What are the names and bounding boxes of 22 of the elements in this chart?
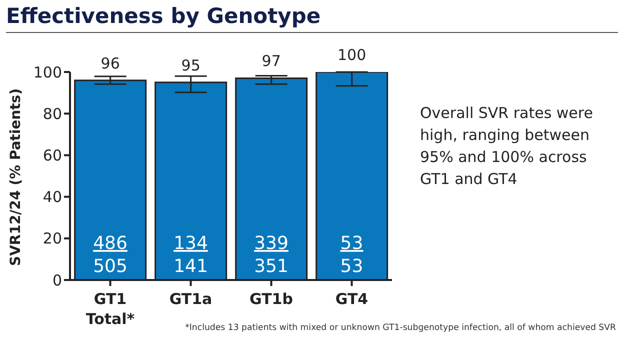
annotation: 339 351	[254, 233, 288, 277]
data-label: 96	[100, 54, 120, 72]
annotation: 134 141	[174, 233, 208, 277]
y-tick-label: 60	[42, 146, 62, 165]
y-tick-label: 40	[42, 188, 62, 206]
annotation: 53 53	[340, 233, 364, 277]
y-tick-label: 80	[42, 104, 62, 123]
x-tick-label: GT1b	[250, 290, 294, 308]
data-label: 100	[338, 46, 366, 64]
y-tick-label: 100	[33, 63, 62, 82]
chart-title: Effectiveness by Genotype	[6, 4, 618, 33]
data-label: 97	[262, 52, 281, 70]
annotation: 486 505	[93, 233, 128, 277]
x-tick-label: GT4	[335, 290, 368, 308]
text: Overall SVR rates were high, ranging between 95% and 100% across GT1 and GT4	[420, 103, 594, 190]
x-tick-label: GT1 Total*	[86, 290, 135, 328]
x-tick-label: GT1a	[169, 290, 212, 308]
y-axis-title: SVR12/24 (% Patients)	[8, 88, 24, 266]
text: *Includes 13 patients with mixed or unknown GT1-subgenotype infection, all of whom achieved SVR	[184, 323, 616, 333]
data-label: 95	[181, 56, 200, 74]
y-tick-label: 20	[42, 230, 62, 248]
y-tick-label: 0	[52, 271, 62, 290]
